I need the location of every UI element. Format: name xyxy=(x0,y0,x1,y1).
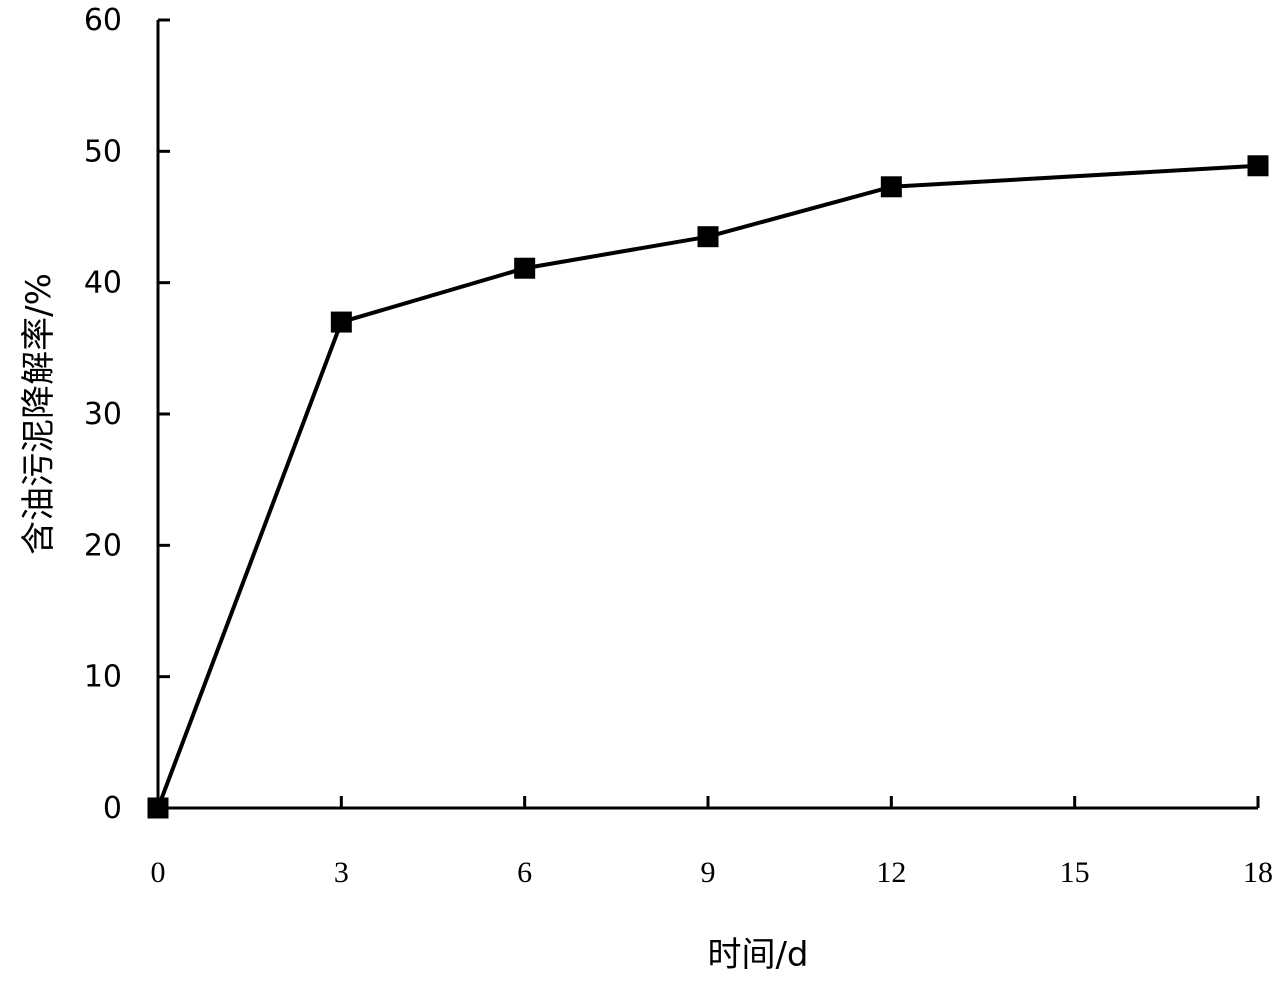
data-point-marker xyxy=(697,226,719,248)
y-tick-label: 60 xyxy=(84,3,122,38)
y-tick-label: 10 xyxy=(84,660,122,695)
y-axis-title: 含油污泥降解率/% xyxy=(19,273,59,555)
x-tick-label: 3 xyxy=(334,856,349,889)
x-tick-label: 9 xyxy=(701,856,716,889)
data-point-marker xyxy=(330,311,352,333)
x-tick-label: 0 xyxy=(151,856,166,889)
x-tick-label: 6 xyxy=(517,856,532,889)
y-tick-label: 50 xyxy=(84,134,122,169)
y-ticks: 0 10 20 30 40 50 60 xyxy=(84,3,170,826)
y-tick-label: 40 xyxy=(84,266,122,301)
series-line xyxy=(156,163,1259,809)
y-tick-label: 0 xyxy=(103,791,122,826)
x-tick-label: 15 xyxy=(1060,856,1090,889)
data-point-marker xyxy=(147,797,169,819)
y-tick-label: 20 xyxy=(84,528,122,563)
y-tick-label: 30 xyxy=(84,397,122,432)
plot-area: 0 10 20 30 40 50 60 0 3 6 9 12 15 18 xyxy=(84,3,1273,889)
series-group xyxy=(147,155,1269,819)
data-point-marker xyxy=(1247,155,1269,177)
data-point-marker xyxy=(880,176,902,198)
x-tick-label: 18 xyxy=(1243,856,1273,889)
x-tick-label: 12 xyxy=(876,856,906,889)
x-ticks: 0 3 6 9 12 15 18 xyxy=(151,796,1273,889)
data-point-marker xyxy=(514,257,536,279)
x-axis-title: 时间/d xyxy=(707,935,808,975)
